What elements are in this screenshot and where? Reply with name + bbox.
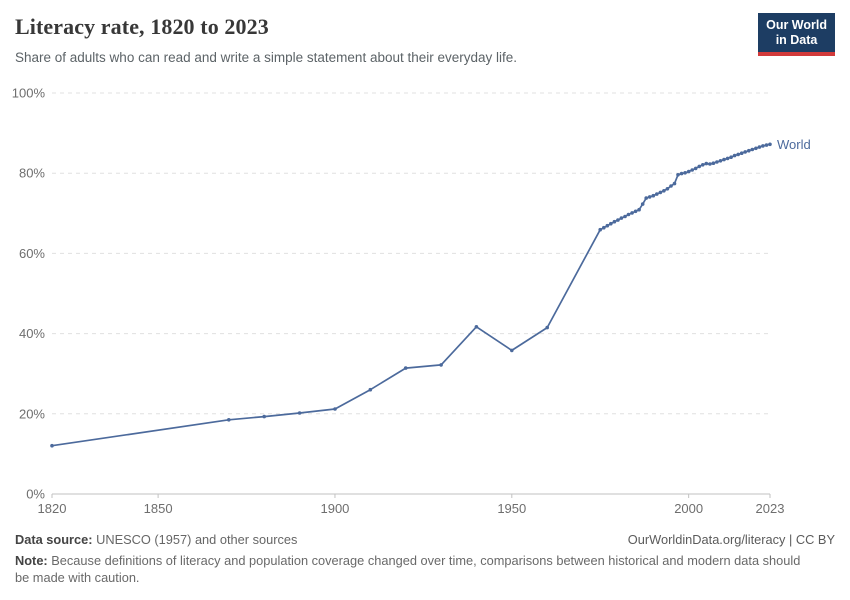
x-axis-tick-label: 1850 [144,501,173,516]
data-point [651,193,656,198]
data-point [722,157,726,162]
data-point [612,219,617,224]
data-point [439,363,443,367]
attribution-link[interactable]: OurWorldinData.org/literacy | CC BY [627,532,835,547]
y-axis-tick-label: 80% [19,166,45,181]
data-point [690,168,694,172]
data-point [626,212,631,217]
data-source-text: UNESCO (1957) and other sources [92,532,298,547]
y-axis-tick-label: 60% [19,246,45,261]
data-point [701,163,705,167]
data-point [768,142,772,147]
data-point [708,162,712,166]
chart-footer: Data source: UNESCO (1957) and other sou… [15,531,835,586]
data-point [633,209,638,214]
data-point [718,159,723,163]
data-point [697,164,702,169]
logo-line1: Our World [766,18,827,32]
data-point [764,143,769,147]
data-point [672,181,677,186]
data-source-label: Data source: [15,532,93,547]
chart-note: Note: Because definitions of literacy an… [15,552,815,586]
data-point [510,348,514,353]
data-point [736,152,740,157]
data-point [655,192,659,196]
data-point [750,147,755,152]
data-source: Data source: UNESCO (1957) and other sou… [15,531,297,548]
data-point [729,155,733,159]
data-point [686,169,691,174]
logo-line2: in Data [775,33,818,47]
y-axis-tick-label: 20% [19,406,45,421]
data-point [227,418,231,422]
data-point [474,325,479,329]
data-point [676,173,680,177]
x-axis-tick-label: 1950 [497,501,526,516]
data-point [683,171,687,175]
data-point [605,223,610,228]
data-point [644,196,648,200]
data-point [630,211,634,215]
data-point [704,161,709,166]
data-point [640,202,645,206]
data-point [754,146,758,151]
data-point [743,150,747,154]
data-point [598,227,602,232]
data-point [368,387,373,392]
data-point [747,148,751,153]
data-point [637,207,641,212]
x-axis-tick-label: 2000 [674,501,703,516]
data-point [545,325,549,330]
series-line-world[interactable] [51,143,771,447]
chart-header: Literacy rate, 1820 to 2023 Share of adu… [15,14,760,65]
y-axis-tick-label: 100% [12,86,46,101]
data-point [761,144,765,148]
data-point [679,171,684,176]
data-point [602,225,606,230]
chart-subtitle: Share of adults who can read and write a… [15,50,518,65]
data-point [623,214,627,219]
data-point [262,414,267,419]
data-point [619,216,624,220]
data-point [609,221,613,226]
data-point [732,153,737,158]
note-label: Note: [15,553,48,568]
data-point [665,187,670,191]
note-text: Because definitions of literacy and popu… [15,553,801,585]
data-point [50,443,54,448]
y-axis-tick-label: 40% [19,326,45,341]
owid-logo[interactable]: Our World in Data [758,13,835,56]
data-point [739,151,744,155]
data-point [711,161,716,165]
data-point [757,145,762,149]
data-point [658,190,663,195]
data-point [647,195,652,199]
data-point [662,189,666,193]
y-axis-tick-label: 0% [26,487,45,502]
series-label-world[interactable]: World [777,137,811,152]
data-point [669,184,673,188]
data-point [715,160,719,164]
data-point [725,156,730,161]
data-point [403,366,408,370]
data-point [616,218,620,222]
data-point [333,407,337,411]
x-axis-tick-label: 1820 [38,501,67,516]
x-axis-tick-label: 2023 [756,501,785,516]
x-axis-tick-label: 1900 [320,501,349,516]
data-point [693,166,698,171]
page-title: Literacy rate, 1820 to 2023 [15,14,269,39]
data-point [297,411,302,415]
